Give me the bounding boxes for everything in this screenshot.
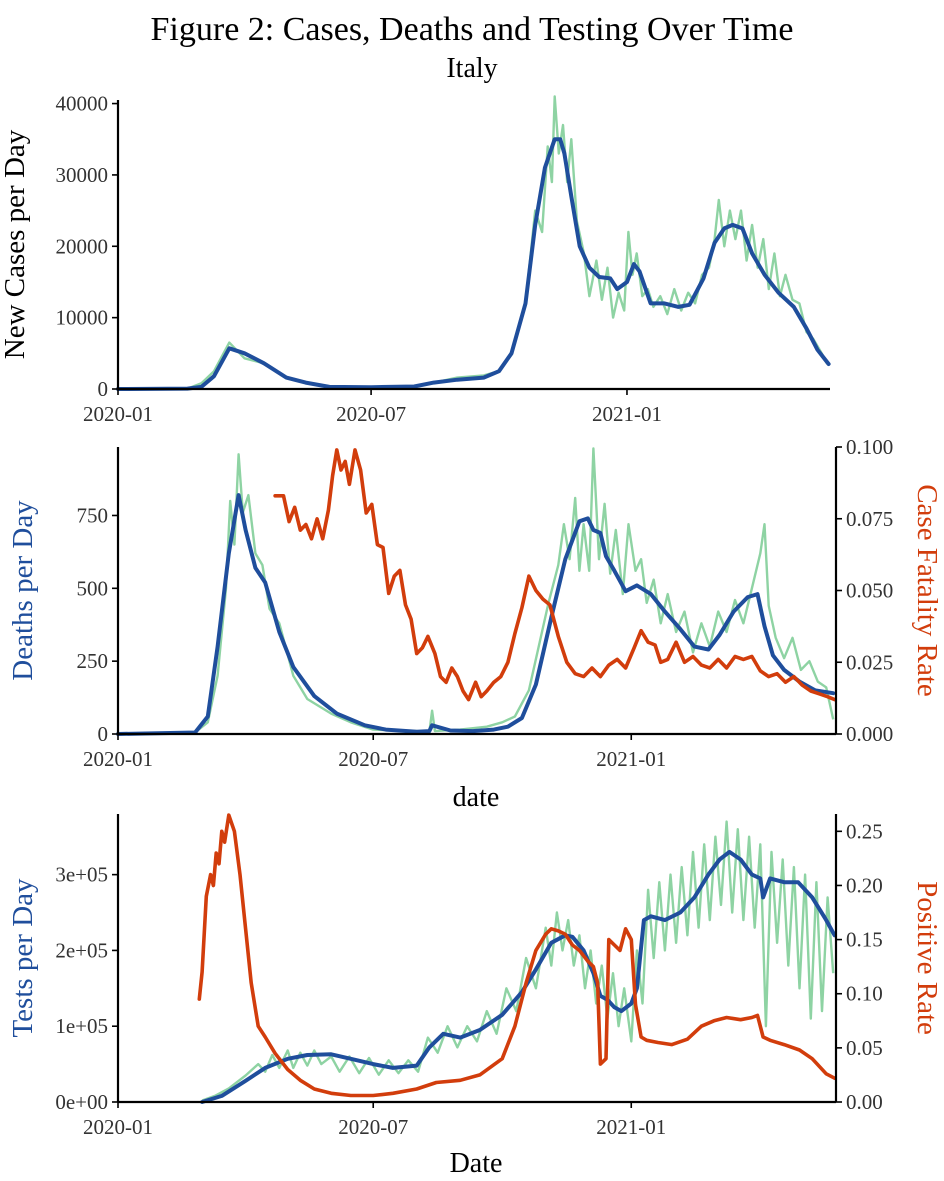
deaths-y2-tick-label: 0.050 xyxy=(846,579,893,603)
deaths-y2-tick-label: 0.025 xyxy=(846,650,893,674)
deaths-panel: 0 250 500 750 2020-01 2020-07 2021-01 Deaths pe… xyxy=(7,435,943,813)
deaths-y2-axis-title: Case Fatality Rate xyxy=(911,484,943,697)
deaths-y2-tick-label: 0.075 xyxy=(846,507,893,531)
cases-y-tick-label: 10000 xyxy=(56,306,109,330)
tests-y-tick-label: 1e+05 xyxy=(55,1014,108,1038)
deaths-smoothed-average-line xyxy=(116,493,836,736)
deaths-x-axis-title: date xyxy=(453,782,500,813)
deaths-y-axis-title: Deaths per Day xyxy=(7,500,39,681)
cases-x-tick-label: 2020-07 xyxy=(336,402,406,426)
cases-y-tick-label: 20000 xyxy=(56,234,109,258)
tests-y2-tick-label: 0.25 xyxy=(846,819,883,843)
deaths-x-tick-label: 2020-07 xyxy=(338,747,408,771)
cases-y-tick-label: 30000 xyxy=(56,163,109,187)
tests-raw-daily-line xyxy=(201,820,835,1102)
tests-y2-axis-title: Positive Rate xyxy=(911,881,943,1035)
deaths-y-tick-label: 0 xyxy=(98,722,109,746)
tests-x-tick-label: 2020-01 xyxy=(83,1115,153,1139)
deaths-y-tick-label: 750 xyxy=(77,503,109,527)
cases-panel: 0 10000 20000 30000 40000 2020-01 2020-07 2021-… xyxy=(0,92,831,426)
deaths-y2-tick-label: 0.000 xyxy=(846,722,893,746)
deaths-x-tick-label: 2021-01 xyxy=(596,747,666,771)
tests-y-tick-label: 3e+05 xyxy=(55,863,108,887)
tests-panel: 0e+00 1e+05 2e+05 3e+05 2020-01 2020-07 2021-0… xyxy=(7,813,943,1179)
cases-raw-daily-line xyxy=(187,95,829,390)
tests-x-tick-label: 2021-01 xyxy=(596,1115,666,1139)
deaths-x-tick-label: 2020-01 xyxy=(83,747,153,771)
deaths-y-tick-label: 500 xyxy=(77,576,109,600)
deaths-rate-line xyxy=(273,448,837,702)
tests-rate-line xyxy=(197,813,837,1098)
deaths-raw-daily-line xyxy=(194,447,835,734)
cases-y-tick-label: 40000 xyxy=(56,92,109,116)
tests-y2-tick-label: 0.05 xyxy=(846,1036,883,1060)
tests-y2-tick-label: 0.10 xyxy=(846,982,883,1006)
cases-smoothed-average-line xyxy=(116,137,831,391)
deaths-y-tick-label: 250 xyxy=(77,649,109,673)
figure-subtitle: Italy xyxy=(446,53,497,84)
deaths-y2-tick-label: 0.100 xyxy=(846,435,893,459)
tests-smoothed-average-line xyxy=(200,849,837,1104)
tests-y-axis-title: Tests per Day xyxy=(7,878,39,1038)
tests-x-axis-title: Date xyxy=(450,1148,503,1179)
tests-y-tick-label: 0e+00 xyxy=(55,1090,108,1114)
tests-y2-tick-label: 0.20 xyxy=(846,873,883,897)
figure-title: Figure 2: Cases, Deaths and Testing Over… xyxy=(151,11,794,48)
cases-x-tick-label: 2020-01 xyxy=(83,402,153,426)
cases-y-tick-label: 0 xyxy=(98,377,109,401)
tests-y-tick-label: 2e+05 xyxy=(55,938,108,962)
tests-y2-tick-label: 0.15 xyxy=(846,928,883,952)
cases-y-axis-title: New Cases per Day xyxy=(0,129,31,359)
tests-y2-tick-label: 0.00 xyxy=(846,1090,883,1114)
tests-x-tick-label: 2020-07 xyxy=(338,1115,408,1139)
cases-x-tick-label: 2021-01 xyxy=(592,402,662,426)
